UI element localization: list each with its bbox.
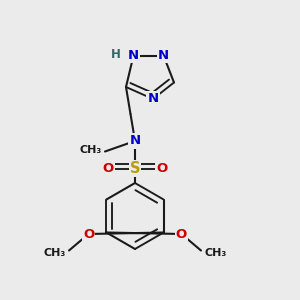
Text: O: O xyxy=(156,162,168,175)
Text: N: N xyxy=(129,134,141,148)
Text: O: O xyxy=(83,227,94,241)
Text: N: N xyxy=(147,92,159,106)
Text: O: O xyxy=(102,162,114,175)
Text: N: N xyxy=(158,49,169,62)
Text: CH₃: CH₃ xyxy=(80,145,102,155)
Text: CH₃: CH₃ xyxy=(204,248,226,259)
Text: N: N xyxy=(128,49,139,62)
Text: S: S xyxy=(130,161,140,176)
Text: H: H xyxy=(111,47,120,61)
Text: O: O xyxy=(176,227,187,241)
Text: CH₃: CH₃ xyxy=(44,248,66,259)
